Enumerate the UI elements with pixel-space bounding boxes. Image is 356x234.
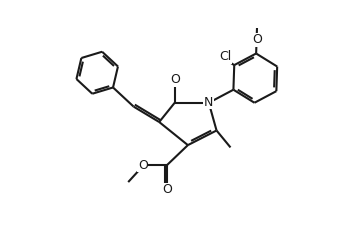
Text: O: O xyxy=(138,159,148,172)
Text: O: O xyxy=(170,73,180,86)
Text: N: N xyxy=(204,95,214,109)
Text: Cl: Cl xyxy=(219,51,231,63)
Text: O: O xyxy=(252,33,262,46)
Text: O: O xyxy=(162,183,172,196)
